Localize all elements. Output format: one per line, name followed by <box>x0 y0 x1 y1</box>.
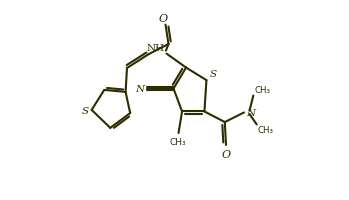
Text: O: O <box>222 149 231 159</box>
Text: N: N <box>135 84 144 93</box>
Text: CH₃: CH₃ <box>258 126 274 135</box>
Text: CH₃: CH₃ <box>170 137 186 146</box>
Text: S: S <box>210 70 217 79</box>
Text: N: N <box>246 108 255 117</box>
Text: CH₃: CH₃ <box>254 85 270 94</box>
Text: NH: NH <box>147 43 165 52</box>
Text: S: S <box>82 106 89 115</box>
Text: O: O <box>159 14 168 24</box>
